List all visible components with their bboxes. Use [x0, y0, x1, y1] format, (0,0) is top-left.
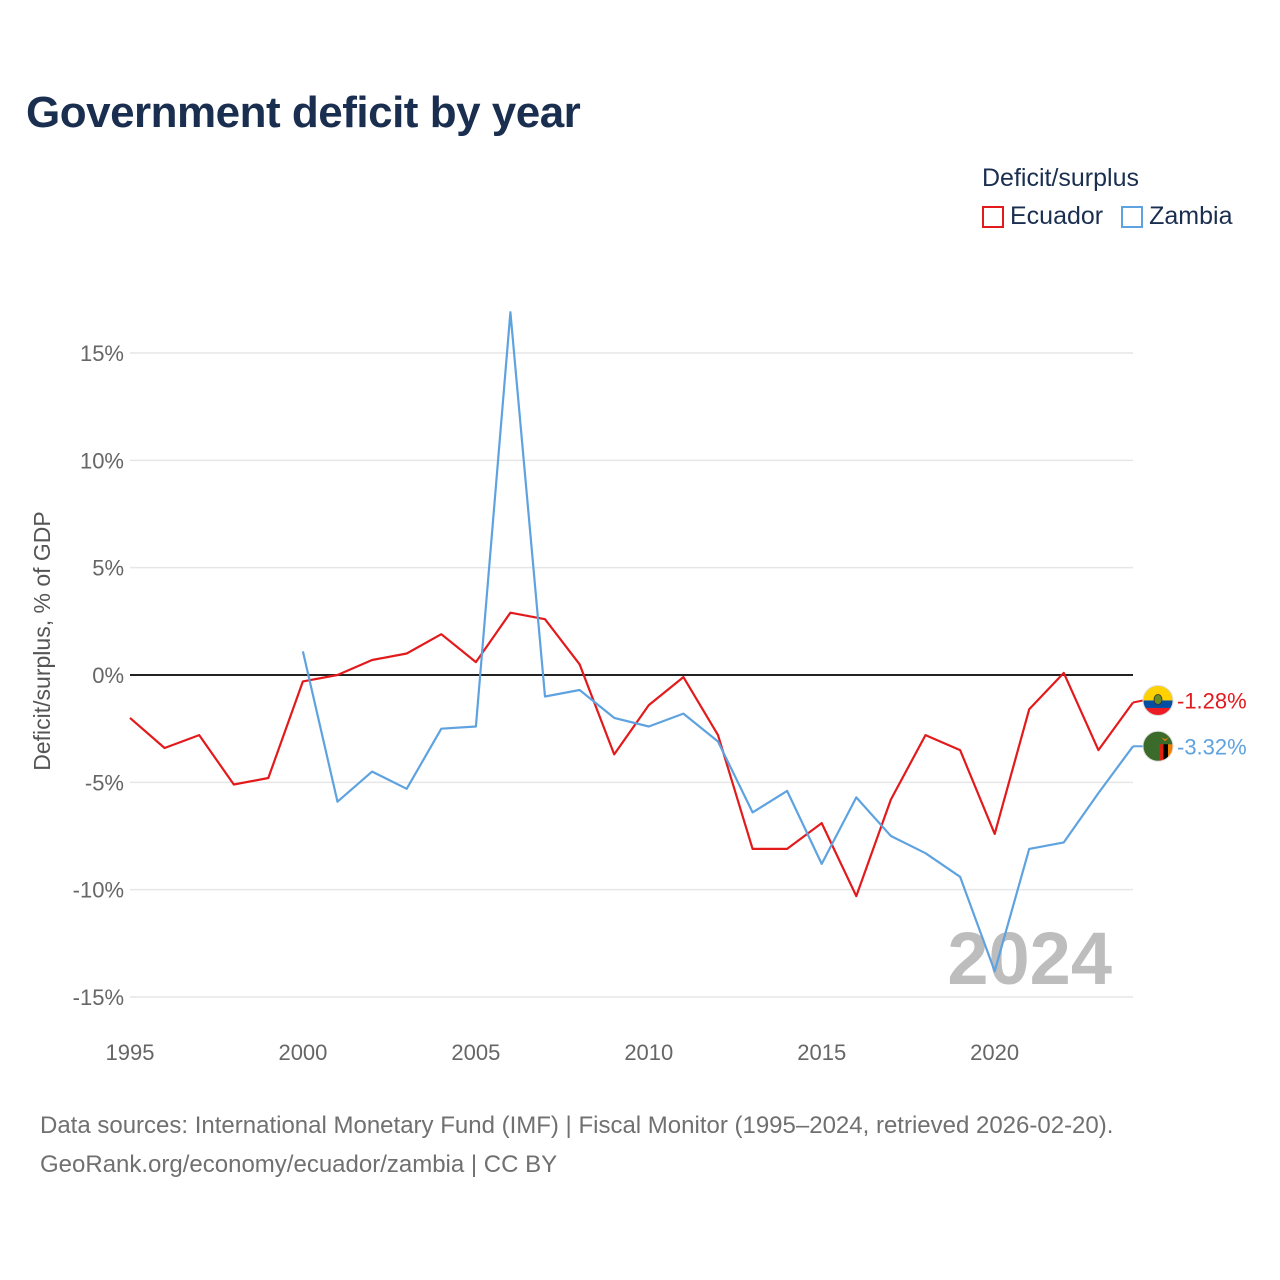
data-point-ecuador[interactable] — [750, 846, 756, 852]
series-end-markers: -1.28% -3.32% — [1132, 684, 1247, 762]
y-tick-label: 5% — [92, 556, 124, 581]
data-point-zambia[interactable] — [335, 799, 341, 805]
data-point-zambia[interactable] — [611, 715, 617, 721]
data-point-zambia[interactable] — [888, 833, 894, 839]
data-point-zambia[interactable] — [922, 850, 928, 856]
legend-label-ecuador: Ecuador — [1010, 202, 1104, 230]
data-point-ecuador[interactable] — [888, 797, 894, 803]
line-chart: 15% 10% 5% 0% -5% -10% -15% 1995 2000 2005 2010 20… — [29, 309, 1247, 1065]
data-point-zambia[interactable] — [577, 687, 583, 693]
data-point-ecuador[interactable] — [715, 732, 721, 738]
data-point-zambia[interactable] — [992, 968, 998, 974]
data-point-ecuador[interactable] — [127, 715, 133, 721]
end-label-ecuador: -1.28% — [1177, 688, 1247, 713]
data-point-ecuador[interactable] — [542, 616, 548, 622]
series-line-zambia[interactable] — [301, 311, 1134, 973]
data-point-zambia[interactable] — [300, 648, 306, 654]
y-tick-label: -15% — [73, 985, 124, 1010]
data-point-ecuador[interactable] — [473, 659, 479, 665]
data-point-ecuador[interactable] — [1061, 670, 1067, 676]
legend-title: Deficit/surplus — [982, 164, 1139, 192]
data-point-ecuador[interactable] — [369, 657, 375, 663]
zambia-flag-icon — [1142, 730, 1174, 762]
data-point-ecuador[interactable] — [335, 672, 341, 678]
data-point-zambia[interactable] — [819, 861, 825, 867]
data-point-zambia[interactable] — [473, 724, 479, 730]
y-tick-label: -5% — [85, 770, 124, 795]
x-axis-ticks: 1995 2000 2005 2010 2015 2020 — [106, 1040, 1020, 1065]
legend-item-ecuador[interactable]: Ecuador — [982, 202, 1103, 231]
data-point-zambia[interactable] — [853, 794, 859, 800]
x-tick-label: 2020 — [970, 1040, 1019, 1065]
data-point-zambia[interactable] — [507, 309, 513, 315]
y-tick-label: 0% — [92, 663, 124, 688]
data-point-ecuador[interactable] — [957, 747, 963, 753]
data-point-zambia[interactable] — [1095, 790, 1101, 796]
footer-source: Data sources: International Monetary Fun… — [40, 1112, 1114, 1139]
data-point-zambia[interactable] — [542, 693, 548, 699]
legend-swatch-ecuador — [982, 205, 1004, 228]
data-point-zambia[interactable] — [404, 786, 410, 792]
data-point-ecuador[interactable] — [507, 610, 513, 616]
series-line-ecuador[interactable] — [129, 611, 1134, 898]
chart-title: Government deficit by year — [26, 88, 581, 137]
data-point-zambia[interactable] — [784, 788, 790, 794]
data-point-ecuador[interactable] — [784, 846, 790, 852]
end-connector-ecuador — [1132, 699, 1144, 704]
data-point-ecuador[interactable] — [162, 745, 168, 751]
data-point-ecuador[interactable] — [1026, 706, 1032, 712]
data-point-zambia[interactable] — [680, 711, 686, 717]
data-point-zambia[interactable] — [1061, 839, 1067, 845]
series-lines — [127, 309, 1134, 974]
year-watermark: 2024 — [947, 917, 1112, 1000]
x-tick-label: 2000 — [278, 1040, 327, 1065]
data-point-ecuador[interactable] — [1095, 747, 1101, 753]
data-point-ecuador[interactable] — [231, 781, 237, 787]
y-tick-label: 10% — [80, 448, 124, 473]
legend-swatch-zambia — [1121, 205, 1144, 228]
x-tick-label: 2010 — [624, 1040, 673, 1065]
data-point-ecuador[interactable] — [992, 831, 998, 837]
ecuador-flag-icon — [1142, 684, 1174, 716]
data-point-ecuador[interactable] — [577, 661, 583, 667]
data-point-ecuador[interactable] — [853, 893, 859, 899]
legend-label-zambia: Zambia — [1149, 202, 1233, 230]
data-point-zambia[interactable] — [438, 726, 444, 732]
y-tick-label: 15% — [80, 341, 124, 366]
data-point-ecuador[interactable] — [404, 651, 410, 657]
footer-link[interactable]: GeoRank.org/economy/ecuador/zambia | CC … — [40, 1151, 558, 1178]
legend-item-zambia[interactable]: Zambia — [1121, 202, 1233, 231]
legend: Deficit/surplus Ecuador Zambia — [982, 160, 1251, 231]
y-axis-label: Deficit/surplus, % of GDP — [29, 511, 55, 770]
data-point-zambia[interactable] — [750, 809, 756, 815]
x-tick-label: 2015 — [797, 1040, 846, 1065]
y-axis-ticks: 15% 10% 5% 0% -5% -10% -15% — [73, 341, 124, 1010]
data-point-ecuador[interactable] — [300, 678, 306, 684]
x-tick-label: 2005 — [451, 1040, 500, 1065]
data-point-ecuador[interactable] — [438, 631, 444, 637]
data-point-ecuador[interactable] — [680, 674, 686, 680]
data-point-zambia[interactable] — [646, 724, 652, 730]
x-tick-label: 1995 — [106, 1040, 155, 1065]
data-point-ecuador[interactable] — [265, 775, 271, 781]
data-point-zambia[interactable] — [369, 769, 375, 775]
data-point-zambia[interactable] — [715, 739, 721, 745]
data-point-ecuador[interactable] — [819, 820, 825, 826]
data-point-zambia[interactable] — [1026, 846, 1032, 852]
data-point-ecuador[interactable] — [922, 732, 928, 738]
legend-items: Ecuador Zambia — [982, 202, 1251, 231]
data-point-zambia[interactable] — [957, 874, 963, 880]
data-point-ecuador[interactable] — [611, 751, 617, 757]
data-point-ecuador[interactable] — [196, 732, 202, 738]
y-tick-label: -10% — [73, 878, 124, 903]
end-label-zambia: -3.32% — [1177, 734, 1247, 759]
footer: Data sources: International Monetary Fun… — [40, 1106, 1113, 1184]
data-point-ecuador[interactable] — [646, 702, 652, 708]
